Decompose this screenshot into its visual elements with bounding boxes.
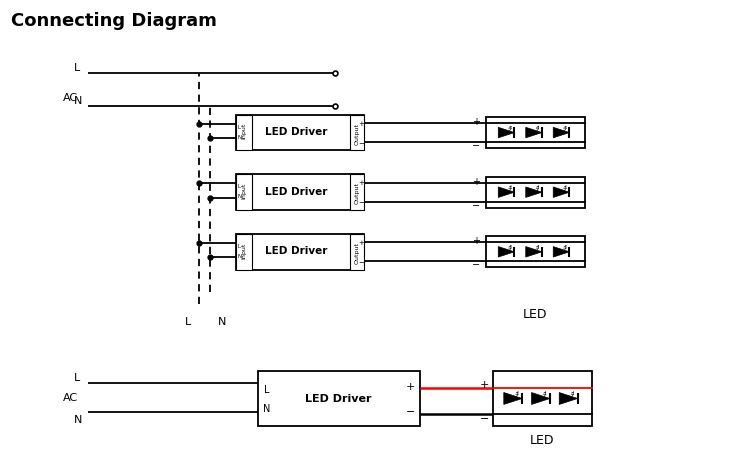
Text: +: +	[480, 379, 489, 389]
Text: N: N	[218, 317, 227, 327]
Text: LED Driver: LED Driver	[265, 246, 328, 256]
Text: −: −	[406, 406, 415, 416]
Text: N: N	[263, 404, 270, 414]
Polygon shape	[553, 128, 570, 139]
Bar	[350, 175, 364, 211]
Text: Output: Output	[355, 122, 359, 144]
Text: Input: Input	[241, 123, 246, 139]
Text: +: +	[473, 117, 480, 127]
Text: LED Driver: LED Driver	[265, 187, 328, 196]
Bar	[486, 178, 585, 208]
Polygon shape	[553, 247, 570, 258]
Bar	[236, 175, 364, 211]
Text: N: N	[237, 134, 241, 139]
Polygon shape	[526, 188, 542, 198]
Text: Connecting Diagram: Connecting Diagram	[11, 12, 217, 30]
Bar	[493, 371, 592, 426]
Text: L: L	[238, 124, 241, 129]
Text: −: −	[358, 140, 364, 146]
Text: Output: Output	[355, 182, 359, 204]
Text: +: +	[406, 382, 415, 392]
Text: −: −	[358, 200, 364, 206]
Text: LED Driver: LED Driver	[305, 394, 372, 404]
Polygon shape	[559, 393, 578, 405]
Polygon shape	[526, 128, 542, 139]
Text: LED Driver: LED Driver	[265, 127, 328, 137]
Text: L: L	[74, 372, 79, 382]
Text: +: +	[358, 239, 364, 245]
Text: −: −	[472, 260, 481, 270]
Polygon shape	[553, 188, 570, 198]
Bar	[236, 116, 364, 151]
Text: −: −	[358, 259, 364, 265]
Text: Output: Output	[355, 241, 359, 263]
Text: Input: Input	[241, 182, 246, 198]
Text: L: L	[263, 384, 269, 394]
Text: N: N	[74, 414, 82, 424]
Text: N: N	[237, 194, 241, 199]
Text: L: L	[238, 184, 241, 189]
Text: AC: AC	[63, 93, 78, 102]
Text: −: −	[472, 141, 481, 151]
Polygon shape	[504, 393, 523, 405]
Polygon shape	[498, 128, 514, 139]
Text: LED: LED	[530, 433, 555, 446]
Text: L: L	[185, 317, 191, 327]
Text: L: L	[238, 243, 241, 248]
Polygon shape	[531, 393, 550, 405]
Bar	[486, 118, 585, 149]
Text: LED: LED	[523, 307, 548, 320]
Polygon shape	[526, 247, 542, 258]
Bar	[236, 175, 252, 211]
Text: Input: Input	[241, 242, 246, 258]
Bar	[236, 235, 364, 270]
Text: −: −	[472, 200, 481, 210]
Bar	[350, 116, 364, 151]
Text: +: +	[358, 120, 364, 126]
Text: N: N	[237, 253, 241, 258]
Text: AC: AC	[63, 393, 78, 402]
Text: +: +	[473, 176, 480, 186]
Bar	[236, 116, 252, 151]
Bar	[486, 237, 585, 268]
Text: L: L	[74, 62, 79, 72]
Bar	[350, 235, 364, 270]
Bar	[236, 235, 252, 270]
Text: −: −	[480, 413, 489, 423]
Text: N: N	[74, 96, 82, 106]
Bar	[258, 371, 420, 426]
Text: +: +	[473, 236, 480, 246]
Polygon shape	[498, 188, 514, 198]
Polygon shape	[498, 247, 514, 258]
Text: +: +	[358, 180, 364, 186]
